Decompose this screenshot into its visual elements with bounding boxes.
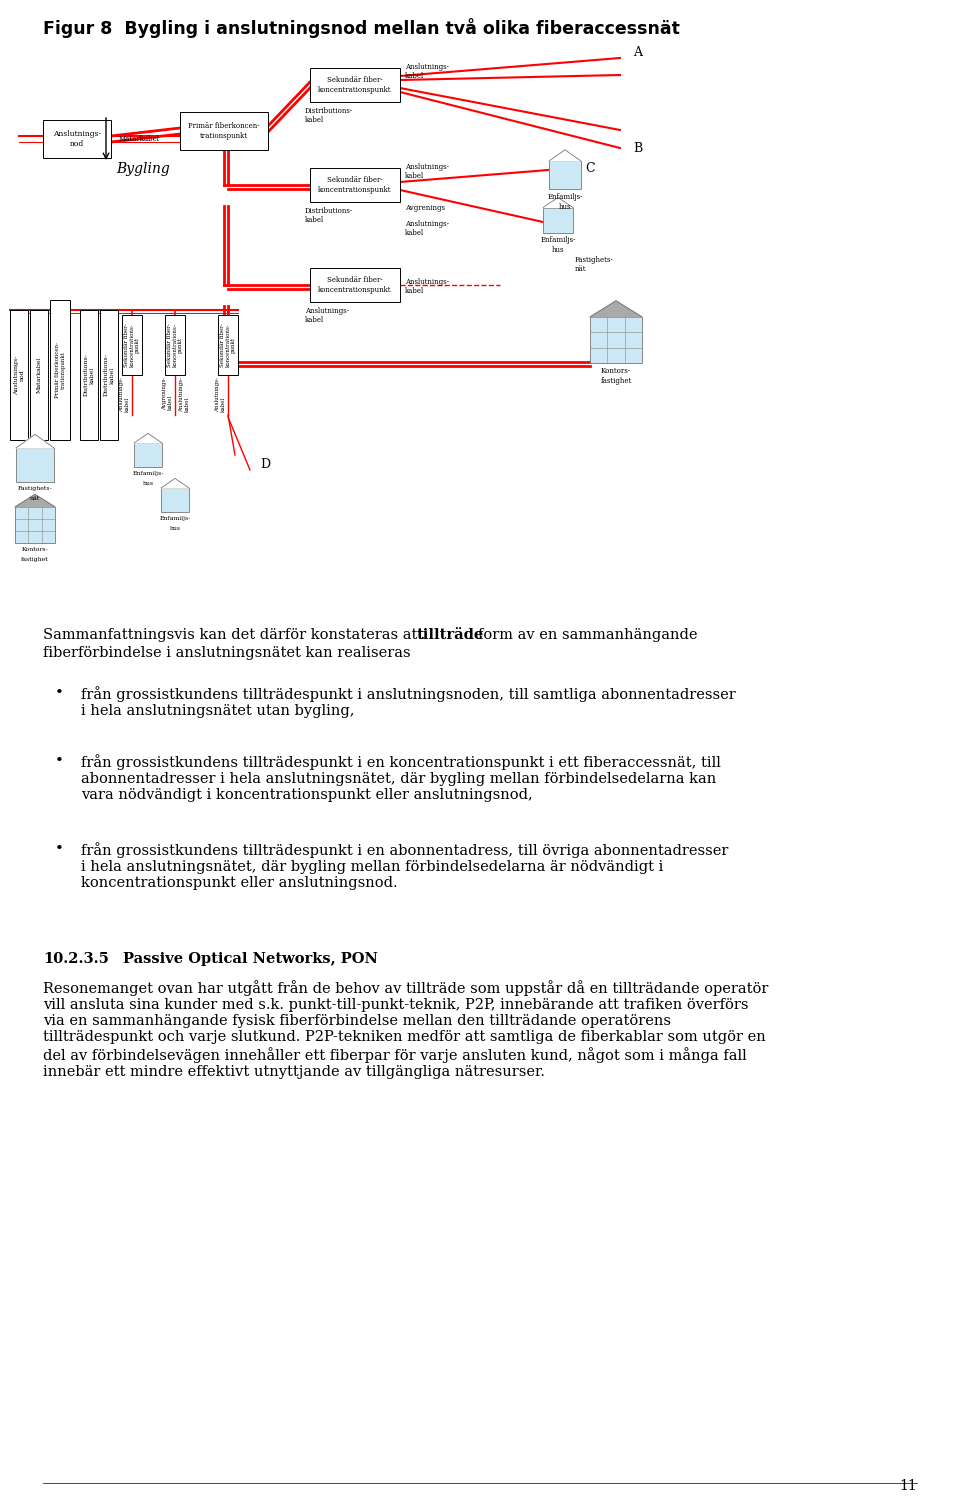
Text: fiberförbindelse i anslutningsnätet kan realiseras: fiberförbindelse i anslutningsnätet kan …	[43, 647, 411, 660]
Text: 10.2.3.5: 10.2.3.5	[43, 952, 108, 966]
Text: Fastighets-
nät: Fastighets- nät	[575, 255, 613, 273]
Text: •: •	[55, 754, 64, 768]
Text: Distributions-
kabel: Distributions- kabel	[84, 354, 94, 396]
Text: hus: hus	[559, 202, 571, 212]
Text: Sekundär fiber-
koncentrations-
punkt: Sekundär fiber- koncentrations- punkt	[124, 323, 140, 367]
Text: Anslutnings-
kabel: Anslutnings- kabel	[405, 163, 449, 180]
Text: Figur 8  Bygling i anslutningsnod mellan två olika fiberaccessnät: Figur 8 Bygling i anslutningsnod mellan …	[43, 18, 680, 38]
Bar	[134, 443, 162, 467]
Text: Anslutnings-
kabel: Anslutnings- kabel	[179, 378, 190, 413]
Text: fastighet: fastighet	[600, 378, 632, 385]
Text: Sekundär fiber-
koncentrationspunkt: Sekundär fiber- koncentrationspunkt	[319, 77, 392, 94]
Text: D: D	[260, 458, 270, 471]
Text: Matarkabel: Matarkabel	[36, 357, 41, 393]
Text: från grossistkundens tillträdespunkt i en koncentrationspunkt i ett fiberaccessn: från grossistkundens tillträdespunkt i e…	[81, 754, 721, 802]
Text: Anslutnings-
nod: Anslutnings- nod	[53, 130, 101, 148]
Text: Matarkabel: Matarkabel	[119, 134, 159, 144]
Text: A: A	[633, 45, 642, 59]
Text: hus: hus	[142, 480, 154, 487]
Polygon shape	[161, 479, 189, 488]
Bar	[590, 317, 642, 363]
Polygon shape	[543, 198, 573, 207]
Text: nät: nät	[30, 496, 40, 502]
Text: Primär fiberkoncen-
trationspunkt: Primär fiberkoncen- trationspunkt	[188, 122, 260, 139]
Bar	[310, 68, 400, 103]
Text: Kontors-: Kontors-	[601, 367, 631, 375]
Bar	[122, 314, 142, 375]
Text: •: •	[55, 686, 64, 700]
Text: Resonemanget ovan har utgått från de behov av tillträde som uppstår då en tilltr: Resonemanget ovan har utgått från de beh…	[43, 981, 768, 1079]
Text: Anslutnings-
kabel: Anslutnings- kabel	[119, 378, 130, 413]
Text: Avgrenings-
kabel: Avgrenings- kabel	[162, 378, 173, 411]
Text: Anslutnings-
kabel: Anslutnings- kabel	[405, 63, 449, 80]
Text: fastighet: fastighet	[21, 558, 49, 562]
Bar	[50, 301, 70, 440]
Text: Anslutnings-
kabel: Anslutnings- kabel	[405, 278, 449, 295]
Text: Anslutnings-
kabel: Anslutnings- kabel	[215, 378, 226, 413]
Text: tillträde: tillträde	[417, 629, 484, 642]
Text: Enfamiljs-: Enfamiljs-	[540, 237, 576, 245]
Text: •: •	[55, 842, 64, 857]
Text: 11: 11	[900, 1479, 917, 1493]
Bar	[310, 168, 400, 202]
Polygon shape	[590, 301, 642, 317]
Text: Bygling: Bygling	[116, 162, 170, 175]
Text: Distributions-
kabel: Distributions- kabel	[305, 207, 353, 224]
Bar	[180, 112, 268, 150]
Bar	[16, 447, 54, 482]
Bar	[165, 314, 185, 375]
Text: Sekundär fiber-
koncentrationspunkt: Sekundär fiber- koncentrationspunkt	[319, 277, 392, 293]
Bar	[100, 310, 118, 440]
Polygon shape	[549, 150, 581, 162]
Text: från grossistkundens tillträdespunkt i en abonnentadress, till övriga abonnentad: från grossistkundens tillträdespunkt i e…	[81, 842, 729, 890]
Text: hus: hus	[552, 246, 564, 254]
Text: Fastighets-: Fastighets-	[17, 487, 53, 491]
Text: Sekundär fiber-
koncentrationspunkt: Sekundär fiber- koncentrationspunkt	[319, 177, 392, 193]
Bar	[10, 310, 28, 440]
Bar	[15, 508, 55, 542]
Polygon shape	[16, 434, 54, 447]
Bar	[543, 207, 573, 233]
Text: Passive Optical Networks, PON: Passive Optical Networks, PON	[123, 952, 378, 966]
Text: Anslutnings-
kabel: Anslutnings- kabel	[405, 221, 449, 237]
Text: Enfamiljs-: Enfamiljs-	[547, 193, 583, 201]
Text: Anslutnings-
nod: Anslutnings- nod	[13, 355, 24, 394]
Text: Sekundär fiber-
koncentrations-
punkt: Sekundär fiber- koncentrations- punkt	[220, 323, 236, 367]
Text: Distributions-
kabel: Distributions- kabel	[104, 354, 114, 396]
Text: Kontors-: Kontors-	[22, 547, 48, 552]
Text: Avgrenings: Avgrenings	[405, 204, 445, 212]
Bar	[549, 162, 581, 189]
Bar	[161, 488, 189, 512]
Text: Sekundär fiber-
koncentrations-
punkt: Sekundär fiber- koncentrations- punkt	[167, 323, 183, 367]
Text: Distributions-
kabel: Distributions- kabel	[305, 107, 353, 124]
Polygon shape	[15, 494, 55, 508]
Bar	[30, 310, 48, 440]
Text: i form av en sammanhängande: i form av en sammanhängande	[464, 629, 698, 642]
Bar	[43, 119, 111, 159]
Polygon shape	[134, 434, 162, 443]
Bar	[80, 310, 98, 440]
Bar	[218, 314, 238, 375]
Text: Anslutnings-
kabel: Anslutnings- kabel	[305, 307, 349, 325]
Text: Primär fiberkoncen-
trationspunkt: Primär fiberkoncen- trationspunkt	[55, 341, 65, 397]
Text: från grossistkundens tillträdespunkt i anslutningsnoden, till samtliga abonnenta: från grossistkundens tillträdespunkt i a…	[81, 686, 735, 718]
Text: C: C	[585, 163, 594, 175]
Text: hus: hus	[169, 526, 180, 530]
Text: Sammanfattningsvis kan det därför konstateras att: Sammanfattningsvis kan det därför konsta…	[43, 629, 428, 642]
Text: Enfamiljs-: Enfamiljs-	[159, 515, 191, 521]
Bar	[310, 267, 400, 302]
Text: Enfamiljs-: Enfamiljs-	[132, 471, 164, 476]
Text: B: B	[633, 142, 642, 154]
